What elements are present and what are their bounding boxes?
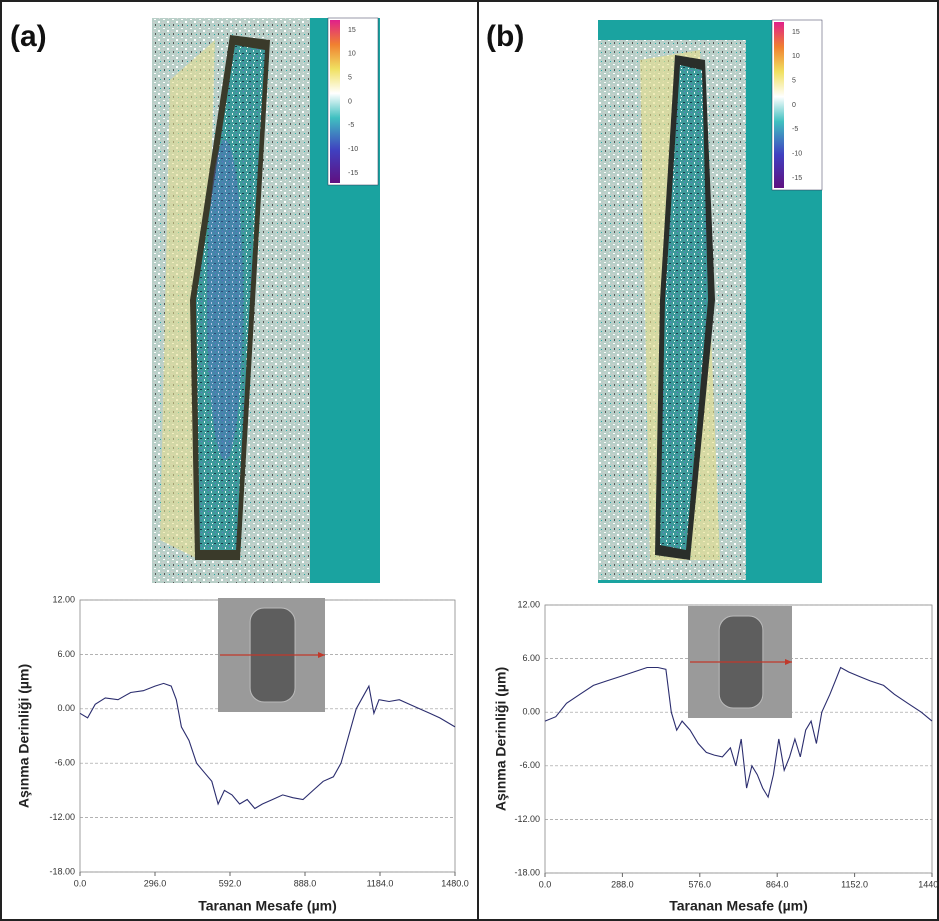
x-tick-label: 296.0: [144, 878, 167, 888]
y-tick-label: 0.00: [522, 707, 540, 717]
y-tick-label: -6.00: [519, 760, 540, 770]
x-tick-label: 592.0: [219, 878, 242, 888]
x-tick-label: 1480.0: [441, 878, 469, 888]
y-axis-title: Aşınma Derinliği (µm): [493, 667, 509, 811]
colorbar-label: 5: [792, 78, 796, 85]
colorbar-label: 10: [792, 53, 800, 60]
y-tick-label: -12.00: [49, 812, 75, 822]
colorbar-label: -5: [792, 126, 798, 133]
inset-arrow-head: [318, 652, 325, 658]
profile-line: [79, 682, 456, 810]
x-tick-label: 1440.0: [918, 879, 939, 889]
colorbar: [327, 17, 379, 186]
x-axis-title: Taranan Mesafe (µm): [669, 898, 808, 914]
colorbar-label: -10: [792, 151, 802, 158]
y-tick-label: -12.00: [514, 814, 540, 824]
y-tick-label: 12.00: [52, 594, 75, 604]
colorbar-label: 0: [792, 102, 796, 109]
y-tick-label: -6.00: [54, 758, 75, 768]
panel-label: (a): [10, 20, 47, 53]
y-tick-label: 6.00: [522, 653, 540, 663]
x-axis-title: Taranan Mesafe (µm): [198, 898, 337, 914]
x-tick-label: 0.0: [539, 879, 552, 889]
colorbar: [771, 19, 823, 191]
y-tick-label: 0.00: [57, 703, 75, 713]
y-tick-label: 6.00: [57, 649, 75, 659]
panel-label: (b): [486, 20, 524, 53]
x-tick-label: 0.0: [74, 878, 87, 888]
y-tick-label: -18.00: [49, 866, 75, 876]
colorbar-label: 0: [348, 98, 352, 105]
colorbar-label: 15: [792, 29, 800, 36]
x-tick-label: 288.0: [611, 879, 634, 889]
x-tick-label: 888.0: [294, 878, 317, 888]
x-tick-label: 1184.0: [367, 878, 394, 888]
y-axis-title: Aşınma Derinliği (µm): [16, 664, 32, 808]
profile-line: [544, 666, 933, 799]
inset-arrow-head: [785, 659, 792, 665]
colorbar-label: -15: [348, 170, 358, 177]
colorbar-label: 15: [348, 27, 356, 34]
colorbar-label: 5: [348, 75, 352, 82]
colorbar-label: 10: [348, 51, 356, 58]
x-tick-label: 1152.0: [841, 879, 868, 889]
y-tick-label: 12.00: [517, 599, 540, 609]
x-tick-label: 864.0: [766, 879, 789, 889]
colorbar-label: -5: [348, 122, 354, 129]
y-tick-label: -18.00: [514, 867, 540, 877]
x-tick-label: 576.0: [689, 879, 712, 889]
colorbar-label: -15: [792, 175, 802, 182]
colorbar-label: -10: [348, 146, 358, 153]
